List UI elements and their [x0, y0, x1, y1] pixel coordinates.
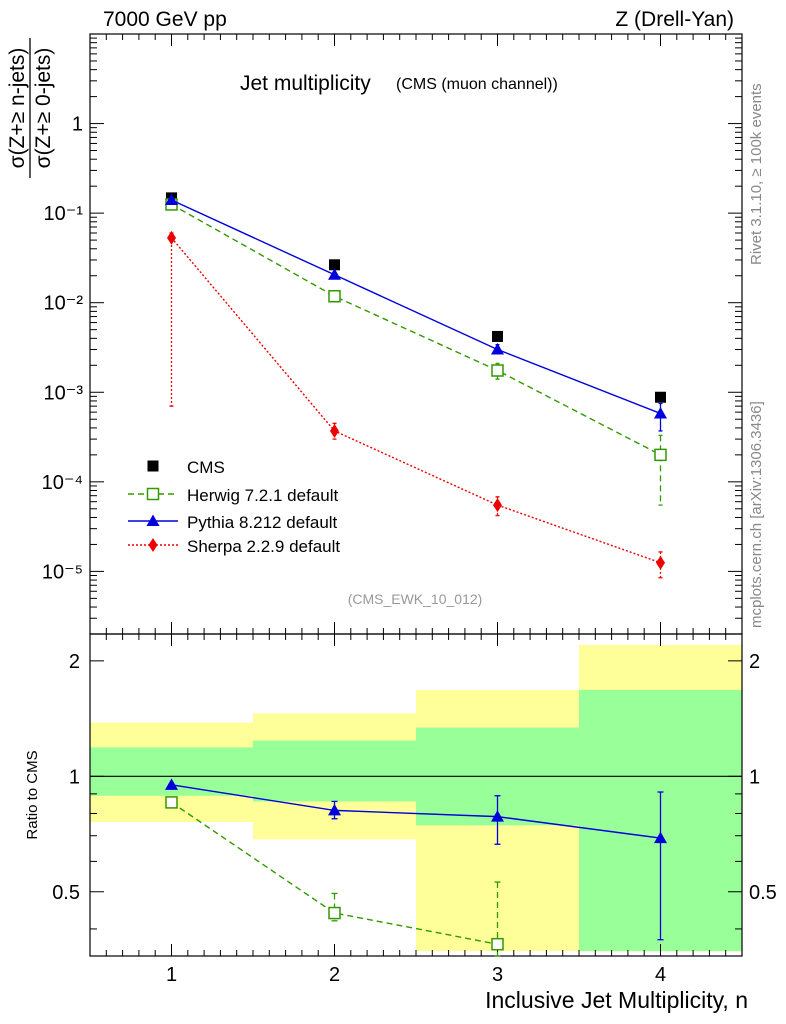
- pythia-ratio-point: [165, 778, 178, 790]
- ratio-y-tick-label-left: 2: [69, 651, 80, 673]
- ratio-y-tick-label-left: 0.5: [52, 882, 80, 904]
- legend-sherpa-label: Sherpa 2.2.9 default: [187, 537, 340, 556]
- sherpa-point: [493, 498, 502, 513]
- y-tick-label: 10⁻⁵: [42, 561, 83, 583]
- sherpa-point: [330, 423, 339, 438]
- herwig-point: [491, 364, 504, 377]
- pythia-ratio-point: [328, 803, 341, 816]
- pythia-point: [491, 343, 504, 355]
- pythia-point: [165, 193, 178, 206]
- ratio-y-axis-label: Ratio to CMS: [24, 750, 41, 839]
- x-tick-label: 2: [329, 964, 340, 986]
- y-tick-label: 10⁻²: [44, 293, 84, 315]
- y-tick-label: 10⁻¹: [44, 203, 84, 225]
- y-axis-label: σ(Z+≥ n-jets) σ(Z+≥ 0-jets): [6, 38, 55, 178]
- x-tick-label: 1: [166, 964, 177, 986]
- ratio-y-tick-label-right: 1: [749, 766, 760, 788]
- herwig-ratio-point: [491, 937, 504, 951]
- x-axis-label: Inclusive Jet Multiplicity, n: [485, 987, 748, 1013]
- herwig-point: [654, 448, 667, 462]
- chart-title: Jet multiplicity: [240, 72, 371, 95]
- cms-point: [329, 259, 340, 271]
- header-left: 7000 GeV pp: [103, 8, 227, 31]
- uncertainty-band-green: [253, 740, 416, 802]
- herwig-ratio-point: [165, 796, 178, 809]
- legend-pythia-label: Pythia 8.212 default: [187, 513, 338, 532]
- pythia-point: [328, 268, 341, 280]
- legend-cms-marker: [147, 460, 159, 472]
- cms-point: [492, 330, 503, 342]
- pythia-line: [171, 199, 661, 415]
- legend-herwig-label: Herwig 7.2.1 default: [187, 486, 338, 505]
- ratio-y-axis-label-text: Ratio to CMS: [24, 750, 41, 839]
- herwig-ratio-line: [171, 801, 498, 945]
- pythia-ratio-point: [654, 831, 667, 844]
- y-axis-label-numerator: σ(Z+≥ n-jets): [6, 48, 29, 169]
- pythia-ratio-line: [171, 784, 661, 839]
- cms-point: [655, 391, 666, 403]
- y-tick-label: 1: [72, 114, 83, 136]
- pythia-point: [654, 406, 667, 419]
- sherpa-point: [167, 230, 176, 245]
- herwig-line: [171, 203, 661, 456]
- y-axis-label-denominator: σ(Z+≥ 0-jets): [32, 48, 55, 169]
- legend-cms-label: CMS: [187, 458, 225, 477]
- sherpa-point: [656, 555, 665, 570]
- herwig-point: [328, 290, 341, 303]
- chart-subtitle: (CMS (muon channel)): [396, 76, 558, 93]
- ratio-y-tick-label-right: 0.5: [749, 882, 777, 904]
- pythia-ratio-point: [491, 810, 504, 822]
- x-tick-label: 3: [492, 964, 503, 986]
- ratio-y-tick-label-left: 1: [69, 766, 80, 788]
- x-tick-label: 4: [655, 964, 666, 986]
- herwig-ratio-point: [328, 906, 341, 920]
- legend-pythia-marker: [146, 514, 160, 526]
- ratio-y-tick-label-right: 2: [749, 651, 760, 673]
- y-tick-label: 10⁻⁴: [42, 472, 83, 494]
- y-tick-label: 10⁻³: [44, 382, 84, 404]
- analysis-tag: (CMS_EWK_10_012): [348, 591, 483, 607]
- header-right: Z (Drell-Yan): [615, 8, 734, 31]
- legend-herwig-marker: [146, 487, 160, 501]
- legend-sherpa-marker: [148, 538, 158, 552]
